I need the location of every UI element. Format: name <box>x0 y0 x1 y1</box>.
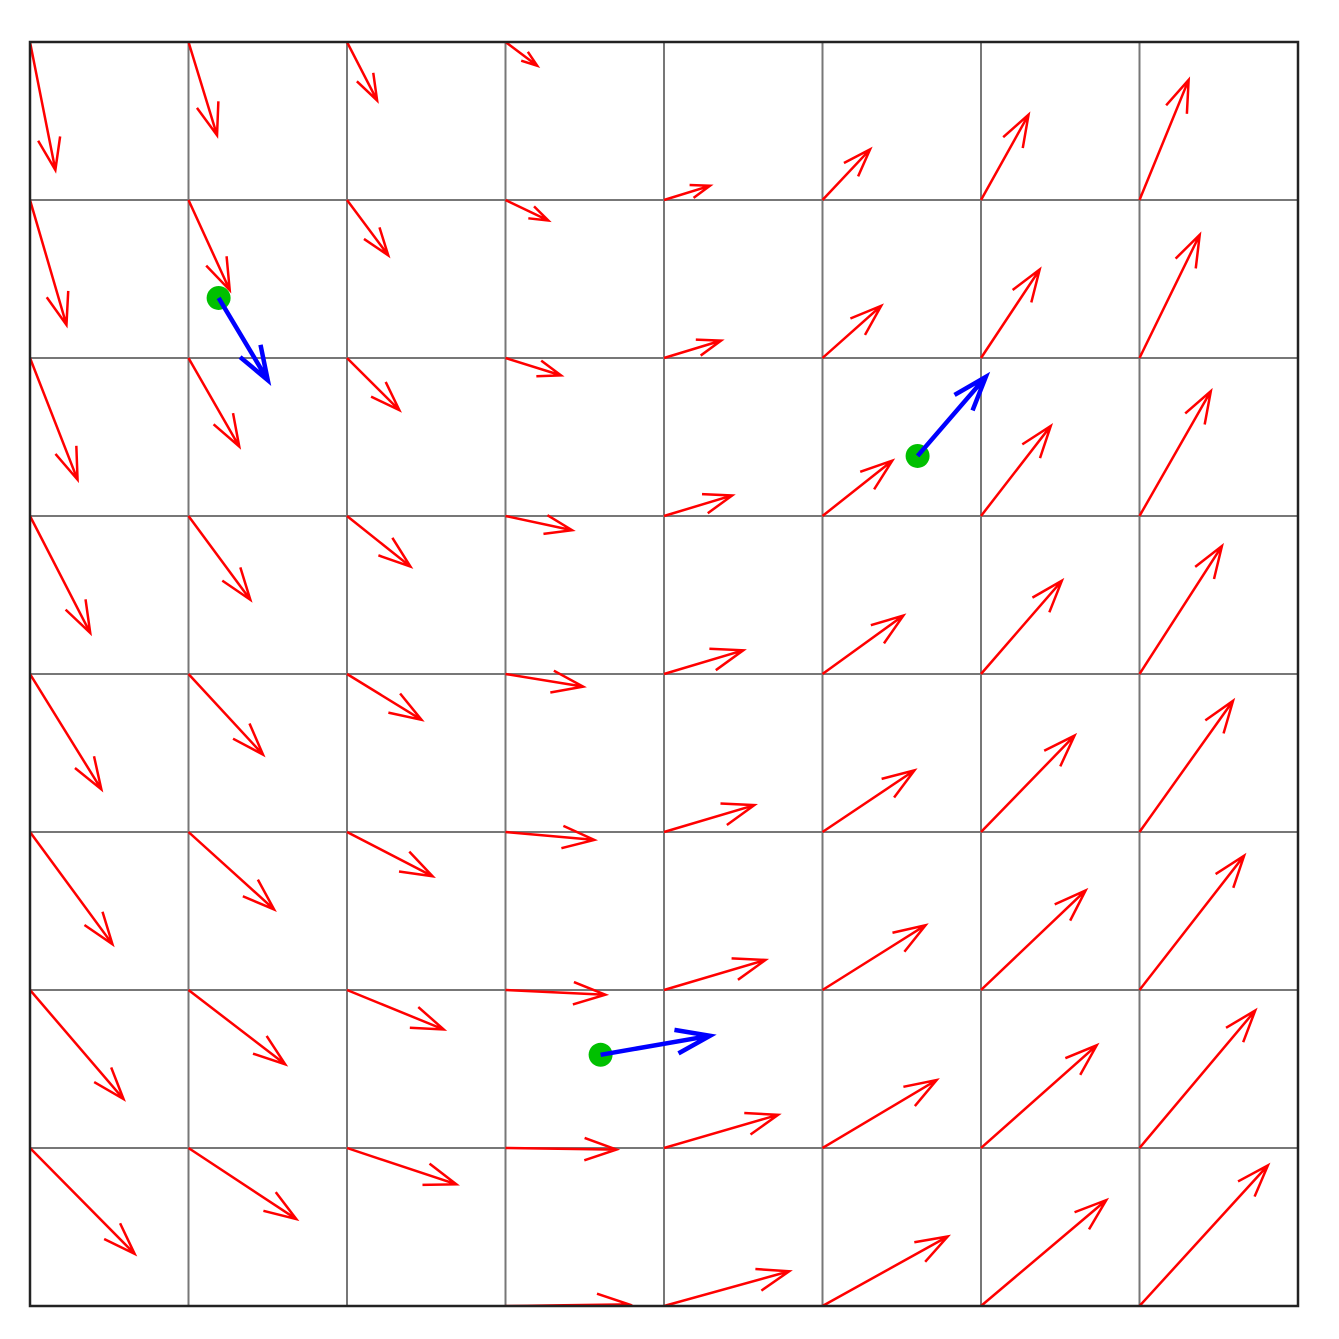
vector-arrow <box>821 1234 952 1306</box>
probe-arrow <box>915 371 991 458</box>
vector-arrow <box>187 1146 300 1222</box>
vector-arrow <box>980 887 1089 991</box>
vector-arrow <box>980 1197 1110 1306</box>
vector-arrow <box>505 669 587 694</box>
vector-arrow <box>1138 76 1191 201</box>
vector-arrow <box>821 146 873 201</box>
vector-arrow <box>30 199 70 329</box>
plot-area <box>30 42 1271 1306</box>
vector-arrow <box>980 422 1054 517</box>
vector-arrow <box>346 357 402 413</box>
vector-arrow <box>346 830 436 878</box>
vector-arrow <box>1138 697 1236 833</box>
vector-arrow <box>821 768 918 834</box>
vector-arrow <box>1138 852 1247 991</box>
vector-arrow <box>187 673 266 758</box>
vector-arrow <box>821 613 907 676</box>
vector-arrow <box>30 515 92 637</box>
frame <box>28 40 1300 1308</box>
vector-arrow <box>821 1078 940 1150</box>
probe-arrow <box>216 296 272 386</box>
vector-arrow <box>346 672 425 722</box>
vector-arrow <box>346 1146 460 1187</box>
vector-arrow <box>663 492 736 518</box>
vector-arrow <box>1138 1007 1258 1149</box>
vector-arrow <box>30 673 104 793</box>
vector-arrow <box>663 1111 782 1150</box>
vector-arrow <box>505 356 565 378</box>
vector-arrow <box>505 824 599 850</box>
vector-arrow <box>346 515 414 569</box>
vector-arrow <box>821 923 929 992</box>
vector-arrow <box>663 957 770 992</box>
vector-arrow <box>30 357 79 484</box>
vector-arrow <box>345 42 379 104</box>
vector-arrow <box>346 988 448 1031</box>
vector-arrow <box>505 980 610 1006</box>
vector-arrow <box>979 266 1042 359</box>
vector-arrow <box>187 515 253 603</box>
vector-arrow <box>187 199 232 294</box>
vector-arrow <box>979 111 1031 201</box>
vector-arrow <box>821 303 884 359</box>
vector-arrow <box>1138 542 1224 675</box>
vector-arrow <box>187 831 277 912</box>
vector-arrow <box>1138 231 1202 359</box>
vector-arrow <box>1138 1162 1271 1306</box>
vector-arrow <box>30 42 62 174</box>
vector-arrow <box>663 802 758 834</box>
vector-arrow <box>663 647 747 676</box>
vector-arrow <box>187 989 289 1067</box>
probe-arrow <box>600 1027 717 1057</box>
vector-arrow <box>30 989 126 1102</box>
vector-arrow <box>980 1042 1100 1149</box>
vector-arrow <box>504 42 541 68</box>
vector-arrow <box>821 458 896 517</box>
vector-arrow <box>504 198 552 223</box>
vector-arrow <box>980 732 1078 833</box>
vector-arrow <box>663 183 714 202</box>
vector-arrow <box>345 199 391 259</box>
vector-arrow <box>30 831 115 948</box>
vector-arrow <box>187 42 220 139</box>
vector-arrow <box>980 577 1065 675</box>
vector-arrow <box>30 1147 138 1257</box>
vector-arrow <box>663 1267 793 1306</box>
vector-arrow <box>1138 387 1213 517</box>
vector-arrow <box>505 1136 621 1162</box>
vector-arrow <box>187 357 242 450</box>
vector-arrow <box>505 514 576 536</box>
vector-arrow <box>663 338 725 360</box>
